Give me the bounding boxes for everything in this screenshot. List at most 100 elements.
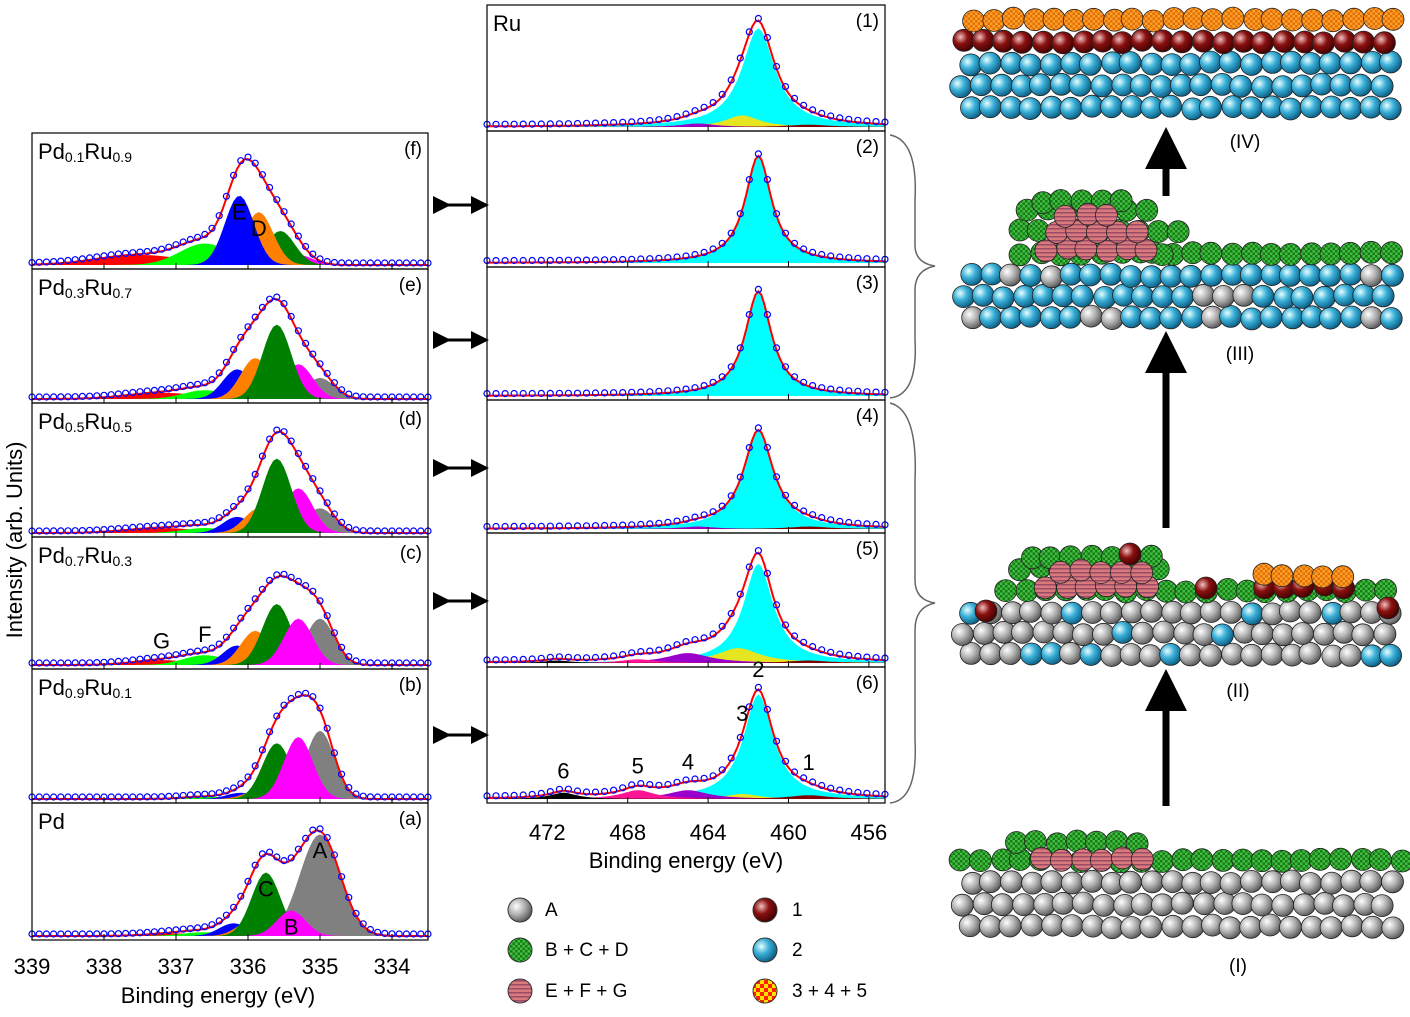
atom xyxy=(1281,8,1304,32)
data-point xyxy=(772,344,781,352)
data-point xyxy=(93,526,101,534)
schematic xyxy=(948,6,1410,940)
data-point xyxy=(78,659,87,667)
atom xyxy=(1040,95,1064,119)
data-point xyxy=(186,791,194,799)
atom xyxy=(1229,74,1253,98)
data-point xyxy=(808,778,817,786)
data-point xyxy=(93,253,101,261)
data-point xyxy=(754,285,763,293)
x-tick-label: 338 xyxy=(86,954,123,979)
atom xyxy=(1279,97,1302,121)
atom xyxy=(1199,600,1223,623)
data-point xyxy=(381,259,389,267)
atom xyxy=(1199,50,1222,74)
atom xyxy=(1008,243,1032,267)
data-point xyxy=(71,793,79,801)
data-point xyxy=(201,923,209,931)
data-point xyxy=(573,256,582,264)
data-point xyxy=(323,257,331,266)
atom xyxy=(1171,285,1194,309)
data-point xyxy=(85,793,94,801)
data-point xyxy=(609,389,618,397)
atom xyxy=(1130,893,1154,916)
atom xyxy=(1279,599,1302,623)
data-point xyxy=(781,229,790,237)
data-point xyxy=(528,790,536,799)
atom xyxy=(1300,242,1324,266)
data-point xyxy=(528,256,536,265)
data-point xyxy=(818,109,826,118)
data-point xyxy=(42,393,51,401)
data-point xyxy=(150,522,158,530)
data-point xyxy=(673,112,681,121)
data-point xyxy=(395,930,403,938)
peak-component xyxy=(487,526,885,529)
data-point xyxy=(309,693,317,701)
atom xyxy=(1313,285,1336,309)
atom xyxy=(959,53,983,77)
legend-label: 3 + 4 + 5 xyxy=(792,981,867,1002)
panel-tag: (2) xyxy=(856,137,879,158)
data-point xyxy=(35,930,43,938)
data-point xyxy=(691,636,699,644)
data-point xyxy=(664,780,672,789)
data-point xyxy=(646,520,654,528)
data-point xyxy=(251,159,259,167)
data-point xyxy=(359,792,367,800)
atom xyxy=(1271,894,1295,917)
data-point xyxy=(172,651,180,659)
peak-component xyxy=(32,920,428,936)
panel-frame xyxy=(486,4,886,132)
atom xyxy=(1299,872,1322,895)
data-point xyxy=(745,176,753,184)
atom xyxy=(1290,286,1314,309)
peak-component xyxy=(32,254,428,265)
data-point xyxy=(564,256,573,264)
data-point xyxy=(222,633,230,641)
data-point xyxy=(628,649,636,657)
data-point xyxy=(763,705,772,714)
data-point xyxy=(799,638,808,646)
data-point xyxy=(158,521,166,530)
atom xyxy=(1161,870,1185,893)
data-point xyxy=(179,238,187,246)
atom xyxy=(1050,848,1073,872)
legend-symbol xyxy=(752,937,778,963)
atom xyxy=(950,893,974,917)
data-point xyxy=(501,791,509,800)
atom xyxy=(1380,241,1403,265)
data-point xyxy=(93,392,101,400)
x-tick-label: 335 xyxy=(302,954,339,979)
panel-tag: (4) xyxy=(856,406,879,427)
data-point xyxy=(338,770,346,778)
atom xyxy=(1219,601,1243,624)
data-point xyxy=(395,393,403,401)
atom xyxy=(1141,870,1164,894)
data-point xyxy=(772,62,781,71)
data-point xyxy=(258,452,266,460)
data-point xyxy=(808,106,817,114)
data-point xyxy=(107,391,115,399)
atom xyxy=(1001,6,1025,30)
data-point xyxy=(763,443,772,452)
atom xyxy=(1100,916,1124,940)
data-point xyxy=(655,116,663,124)
data-point xyxy=(754,683,763,692)
data-point xyxy=(727,609,735,618)
atom xyxy=(1381,7,1405,31)
data-point xyxy=(93,793,101,801)
peak-label: 2 xyxy=(752,657,764,682)
data-point xyxy=(682,515,690,523)
peak-component xyxy=(487,155,885,263)
data-point xyxy=(845,115,853,123)
atom xyxy=(1079,263,1102,287)
data-point xyxy=(366,527,374,535)
atom xyxy=(1301,8,1325,32)
atom xyxy=(1258,913,1282,937)
data-point xyxy=(42,793,51,801)
data-point xyxy=(309,250,317,258)
atom xyxy=(1239,263,1263,287)
peak-component xyxy=(32,645,428,665)
atom xyxy=(1134,238,1158,262)
